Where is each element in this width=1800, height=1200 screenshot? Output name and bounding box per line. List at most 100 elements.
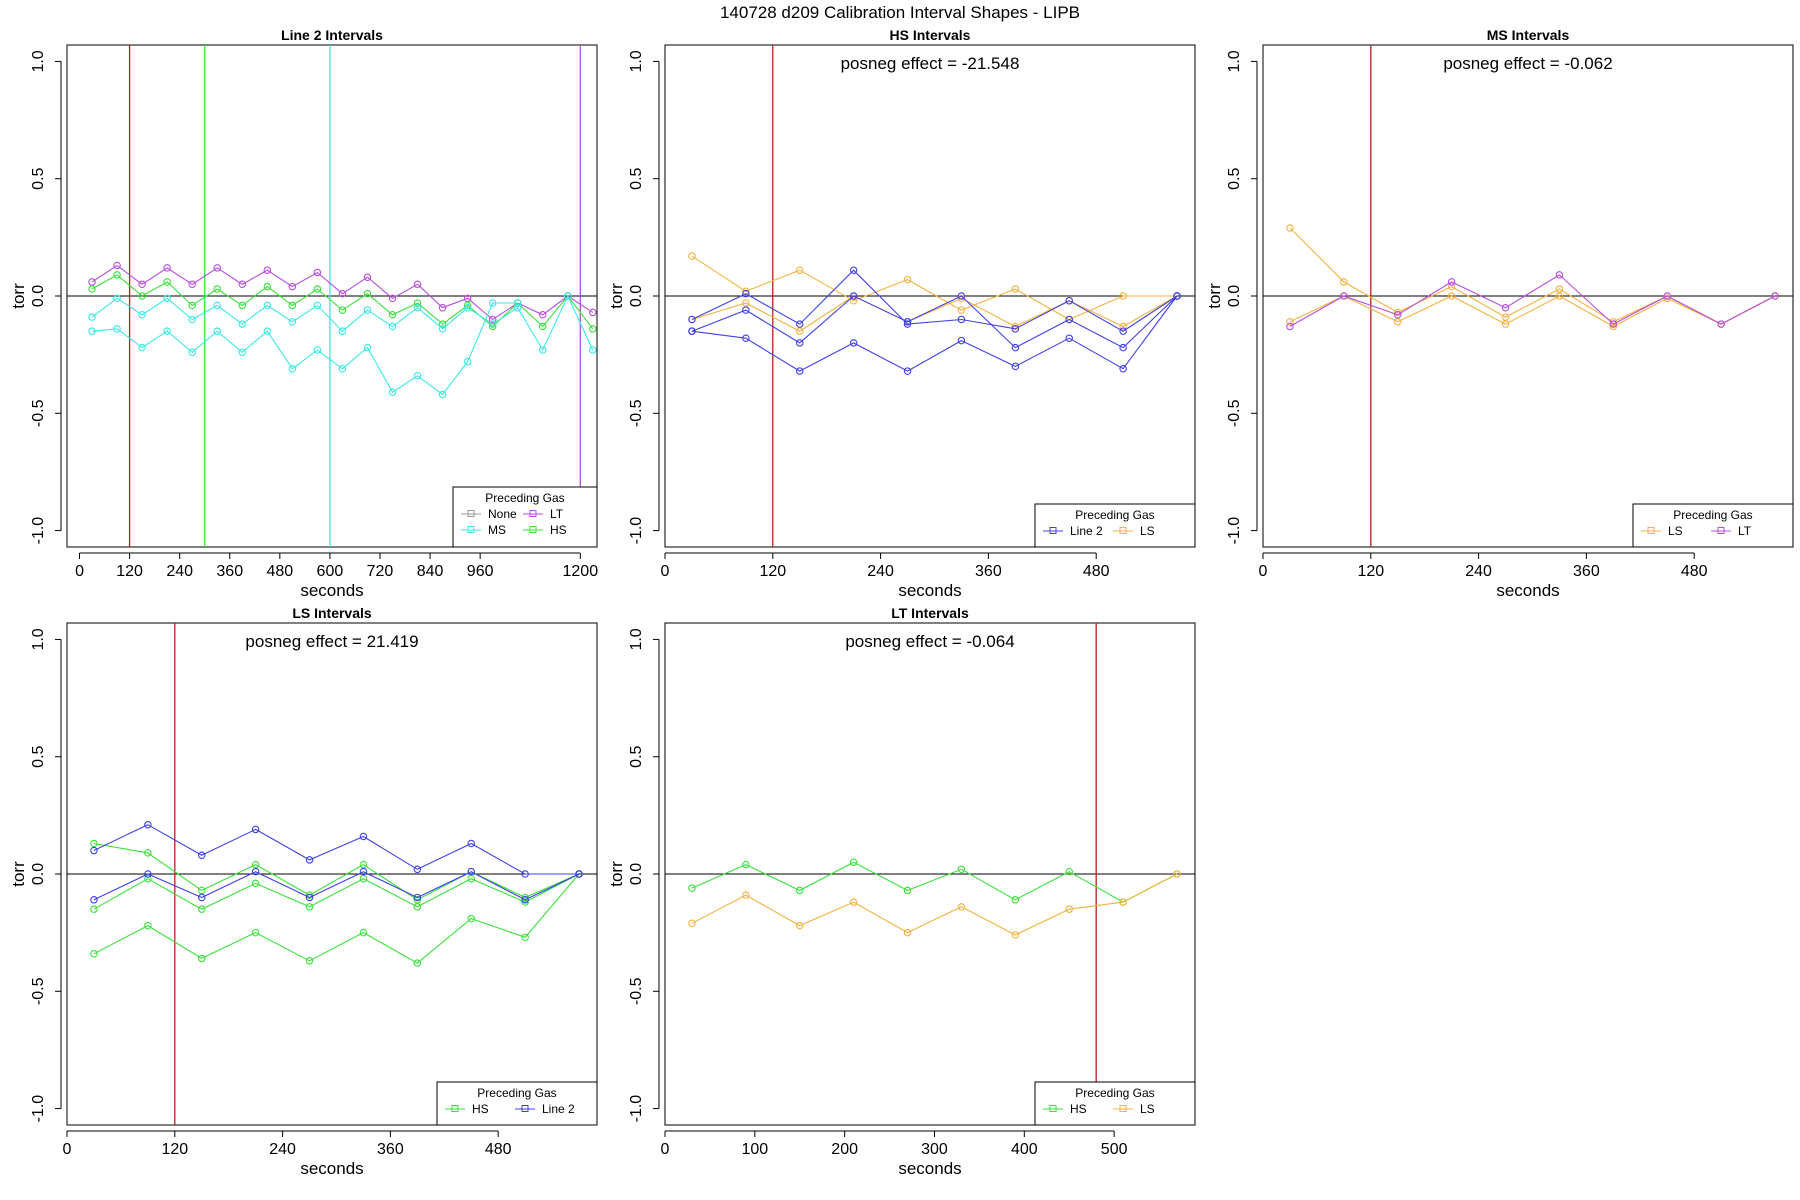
legend: Preceding Gas HS Line 2 (436, 1081, 598, 1126)
legend-title: Preceding Gas (477, 1086, 556, 1100)
data-point (463, 301, 472, 310)
y-axis-label: torr (607, 283, 626, 309)
data-point (263, 327, 272, 335)
y-tick-label: -1.0 (628, 1095, 645, 1123)
data-point (564, 292, 572, 300)
series-line (91, 274, 594, 330)
data-point (795, 367, 804, 375)
data-point (363, 306, 372, 314)
data-point (90, 905, 98, 913)
legend-swatch-marker (529, 510, 537, 517)
posneg-annotation: posneg effect = -21.548 (841, 54, 1020, 73)
data-point (1663, 292, 1671, 300)
data-point (163, 264, 171, 272)
data-point (388, 294, 397, 303)
y-axis-label: torr (9, 283, 28, 309)
data-point (144, 849, 152, 857)
data-point (463, 303, 472, 312)
x-tick-label: 100 (741, 1141, 768, 1158)
data-point (1119, 327, 1127, 335)
data-point (903, 318, 912, 326)
data-point (1011, 325, 1020, 333)
series-line (691, 255, 1177, 321)
legend-entry-label: HS (550, 523, 567, 537)
plot-area (1263, 45, 1793, 547)
data-point (88, 285, 96, 293)
x-tick-label: 0 (661, 563, 670, 580)
data-point (197, 851, 206, 859)
legend-entry-label: LS (1140, 1102, 1155, 1116)
data-point (688, 327, 696, 335)
x-tick-label: 240 (166, 563, 193, 580)
legend-box (1034, 1081, 1196, 1126)
legend-title: Preceding Gas (1075, 1086, 1154, 1100)
data-point (263, 266, 272, 274)
data-point (1065, 315, 1073, 324)
x-tick-label: 480 (266, 563, 293, 580)
data-point (313, 285, 322, 293)
series-line (91, 294, 594, 352)
data-point (538, 322, 547, 331)
x-tick-label: 0 (75, 563, 84, 580)
data-point (238, 301, 247, 310)
y-tick-label: 0.5 (628, 167, 645, 189)
panel-title: HS Intervals (890, 27, 971, 43)
y-tick-label: -1.0 (1226, 517, 1243, 545)
data-point (957, 306, 966, 314)
data-point (795, 921, 804, 930)
data-point (903, 886, 912, 895)
x-axis-label: seconds (300, 1159, 363, 1178)
data-point (795, 886, 804, 895)
legend-title: Preceding Gas (1673, 508, 1752, 522)
data-point (488, 320, 497, 328)
series-line (93, 873, 580, 964)
data-point (1065, 296, 1073, 305)
data-point (288, 318, 297, 326)
data-point (1447, 292, 1456, 300)
data-point (213, 301, 221, 310)
legend: Preceding Gas HS LS (1034, 1081, 1196, 1126)
data-point (363, 289, 372, 298)
series-line (691, 295, 1178, 372)
chart-panel-4: LT Intervals posneg effect = -0.064 0 100 20… (607, 605, 1196, 1178)
data-point (363, 273, 372, 281)
data-point (488, 315, 497, 324)
x-tick-label: 840 (417, 563, 444, 580)
y-tick-label: 1.0 (628, 628, 645, 650)
data-point (849, 898, 858, 906)
data-point (363, 343, 372, 352)
data-point (688, 315, 696, 324)
data-point (90, 846, 98, 855)
data-point (521, 933, 529, 942)
plot-area (665, 623, 1195, 1125)
data-point (575, 870, 583, 878)
data-point (467, 867, 475, 876)
data-point (251, 879, 260, 888)
legend-swatch-marker (521, 1105, 529, 1112)
data-point (1119, 898, 1127, 906)
data-point (467, 839, 475, 848)
data-point (463, 357, 472, 366)
data-point (388, 388, 397, 396)
data-point (251, 860, 260, 869)
data-point (138, 280, 146, 289)
data-point (251, 825, 260, 834)
x-tick-label: 200 (831, 1141, 858, 1158)
data-point (197, 954, 206, 963)
data-point (288, 364, 297, 373)
data-point (903, 367, 912, 375)
series-line (1289, 295, 1776, 328)
y-tick-label: 0.0 (30, 285, 47, 307)
data-point (589, 308, 597, 317)
legend-title: Preceding Gas (1075, 508, 1154, 522)
y-tick-label: 0.5 (1226, 167, 1243, 189)
data-point (144, 870, 152, 878)
data-point (849, 339, 858, 347)
data-point (90, 950, 98, 958)
x-axis-label: seconds (300, 581, 363, 600)
posneg-annotation: posneg effect = 21.419 (245, 632, 418, 651)
data-point (163, 294, 171, 303)
data-point (213, 285, 221, 293)
data-point (413, 903, 422, 911)
